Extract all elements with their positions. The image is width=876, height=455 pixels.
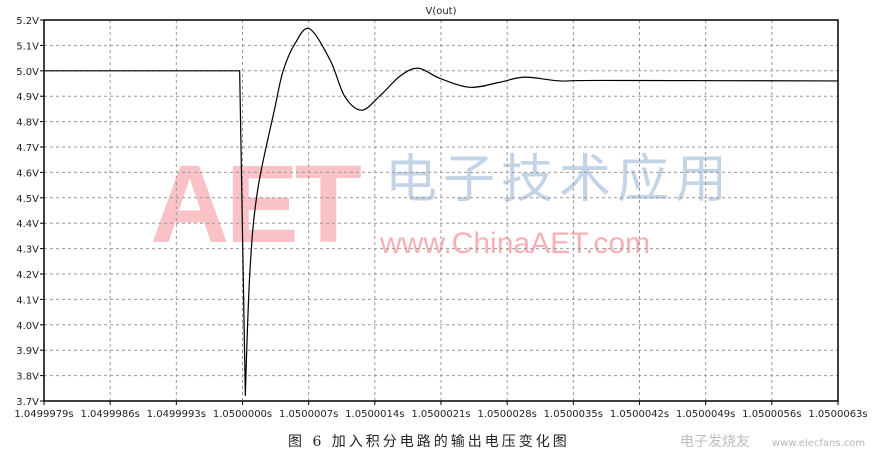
x-tick-label: 1.0499979s <box>14 409 73 420</box>
y-tick-label: 4.4V <box>16 219 39 230</box>
y-tick-label: 4.2V <box>16 270 39 281</box>
x-tick-label: 1.0500000s <box>213 409 272 420</box>
x-tick-label: 1.0500007s <box>279 409 338 420</box>
y-tick-label: 4.5V <box>16 194 39 205</box>
elecfans-watermark-cn: 电子发烧友 <box>680 434 750 450</box>
cn-watermark: 电子技术应用 <box>385 150 734 210</box>
x-tick-label: 1.0500063s <box>808 409 867 420</box>
x-tick-label: 1.0500021s <box>411 409 470 420</box>
y-tick-label: 5.0V <box>16 67 39 78</box>
x-tick-label: 1.0499993s <box>147 409 206 420</box>
x-tick-label: 1.0500049s <box>676 409 735 420</box>
y-tick-label: 4.7V <box>16 143 39 154</box>
x-tick-label: 1.0499986s <box>81 409 140 420</box>
y-tick-label: 5.2V <box>16 16 39 27</box>
ticks: 1.0499979s 1.0499986s 1.0499993s 1.0500000s… <box>14 16 867 420</box>
y-tick-label: 3.9V <box>16 346 39 357</box>
y-tick-label: 5.1V <box>16 41 39 52</box>
y-tick-label: 4.9V <box>16 92 39 103</box>
x-tick-label: 1.0500042s <box>610 409 669 420</box>
y-tick-label: 3.8V <box>16 372 39 383</box>
y-tick-label: 4.6V <box>16 168 39 179</box>
x-tick-label: 1.0500028s <box>478 409 537 420</box>
x-tick-label: 1.0500014s <box>345 409 404 420</box>
site-watermark: www.ChinaAET.com <box>380 227 651 260</box>
y-tick-label: 3.7V <box>16 397 39 408</box>
y-tick-label: 4.1V <box>16 295 39 306</box>
chart-title: V(out) <box>425 6 456 17</box>
elecfans-watermark: www.elecfans.com <box>772 438 866 449</box>
y-tick-label: 4.0V <box>16 321 39 332</box>
y-tick-label: 4.3V <box>16 245 39 256</box>
plot-frame <box>43 19 839 402</box>
y-tick-label: 4.8V <box>16 118 39 129</box>
x-tick-label: 1.0500056s <box>742 409 801 420</box>
grid <box>44 20 838 401</box>
series-line-vout <box>44 27 839 396</box>
x-tick-label: 1.0500035s <box>544 409 603 420</box>
figure-caption: 图 6 加入积分电路的输出电压变化图 <box>288 434 570 450</box>
